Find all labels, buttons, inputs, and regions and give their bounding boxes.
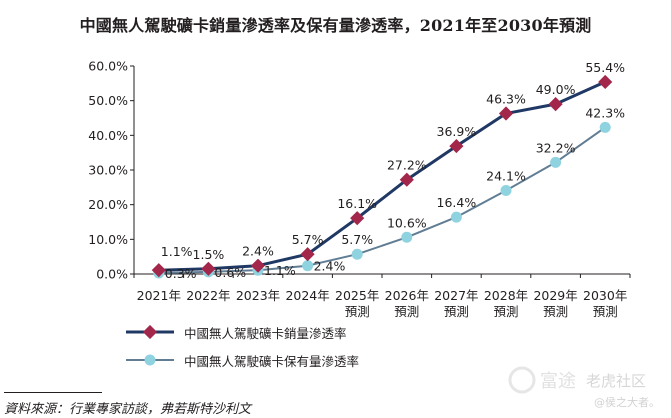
source-note: 資料來源：行業專家訪談，弗若斯特沙利文 <box>4 402 252 417</box>
x-tick-label: 2025年 <box>335 288 379 303</box>
marker-fleet <box>351 248 363 260</box>
legend-label-sales: 中國無人駕駛礦卡銷量滲透率 <box>184 325 347 341</box>
data-label-sales: 1.1% <box>161 244 193 259</box>
data-label-sales: 27.2% <box>387 158 427 173</box>
data-label-sales: 46.3% <box>486 91 526 106</box>
y-tick-label: 50.0% <box>88 93 128 108</box>
data-label-sales: 36.9% <box>437 124 477 139</box>
marker-sales <box>449 139 464 154</box>
x-tick-sublabel: 預測 <box>493 304 518 319</box>
x-tick-sublabel: 預測 <box>593 304 618 319</box>
data-label-fleet: 0.3% <box>165 266 197 281</box>
data-label-fleet: 24.1% <box>486 168 526 183</box>
x-tick-label: 2030年 <box>583 288 627 303</box>
x-tick-sublabel: 預測 <box>345 304 370 319</box>
marker-sales <box>350 211 365 226</box>
x-tick-label: 2024年 <box>285 288 329 303</box>
data-label-sales: 16.1% <box>337 196 377 211</box>
marker-sales <box>598 74 613 90</box>
watermark: 富途 老虎社区 @侯之大者。 <box>508 366 660 409</box>
marker-sales <box>201 261 216 276</box>
x-tick-label: 2021年 <box>137 288 181 303</box>
data-label-fleet: 2.4% <box>314 259 346 274</box>
data-label-sales: 1.5% <box>193 247 225 262</box>
marker-fleet <box>500 184 512 196</box>
data-label-fleet: 10.6% <box>387 215 427 230</box>
legend-item-fleet: 中國無人駕駛礦卡保有量滲透率 <box>124 346 359 374</box>
marker-sales <box>498 106 514 121</box>
series-line-fleet <box>158 126 606 274</box>
legend-label-fleet: 中國無人駕駛礦卡保有量滲透率 <box>184 353 360 369</box>
x-tick-label: 2022年 <box>186 288 230 303</box>
marker-sales <box>250 258 266 273</box>
chart-legend: 中國無人駕駛礦卡銷量滲透率 中國無人駕駛礦卡保有量滲透率 <box>124 318 359 374</box>
data-label-fleet: 16.4% <box>437 195 477 210</box>
legend-swatch-sales <box>126 325 174 339</box>
chart-axes: 0.0% 10.0% 20.0% 30.0% 40.0% 50.0% 60.0% 2021年 2… <box>88 59 631 319</box>
marker-fleet <box>550 156 562 168</box>
data-label-fleet: 0.6% <box>214 265 246 280</box>
data-label-sales: 49.0% <box>536 82 576 97</box>
chart-title: 中國無人駕駛礦卡銷量滲透率及保有量滲透率，2021年至2030年預測 <box>79 16 592 35</box>
x-tick-label: 2027年 <box>434 288 478 303</box>
marker-sales <box>548 97 563 112</box>
y-tick-label: 20.0% <box>88 197 128 212</box>
x-tick-sublabel: 預測 <box>543 304 568 319</box>
x-tick-label: 2029年 <box>533 288 577 303</box>
x-tick-label: 2026年 <box>385 288 429 303</box>
watermark-handle: @侯之大者。 <box>594 395 660 409</box>
marker-sales <box>151 263 166 278</box>
y-tick-label: 40.0% <box>88 128 128 143</box>
watermark-tag: 老虎社区 <box>586 372 646 390</box>
source-divider <box>4 392 102 393</box>
x-tick-label: 2028年 <box>484 288 528 303</box>
legend-item-sales: 中國無人駕駛礦卡銷量滲透率 <box>124 318 359 346</box>
marker-sales <box>300 247 315 262</box>
data-label-sales: 2.4% <box>242 244 274 259</box>
marker-fleet <box>599 121 611 133</box>
x-tick-label: 2023年 <box>236 288 280 303</box>
data-label-fleet: 42.3% <box>585 105 625 120</box>
marker-fleet <box>302 260 314 272</box>
data-label-fleet: 5.7% <box>341 232 373 247</box>
watermark-brand: 富途 <box>540 371 576 392</box>
x-tick-sublabel: 預測 <box>394 304 419 319</box>
data-label-sales: 5.7% <box>292 232 324 247</box>
marker-fleet <box>401 231 413 243</box>
data-label-fleet: 1.1% <box>264 263 296 278</box>
x-tick-sublabel: 預測 <box>444 304 469 319</box>
legend-swatch-fleet <box>126 354 174 366</box>
marker-sales <box>399 172 414 187</box>
futu-logo-icon <box>508 366 536 394</box>
data-label-fleet: 32.2% <box>536 140 576 155</box>
marker-fleet <box>450 211 462 223</box>
series-line-sales <box>158 80 606 272</box>
y-tick-label: 0.0% <box>96 267 128 282</box>
series-markers <box>151 74 613 279</box>
y-tick-label: 10.0% <box>88 232 128 247</box>
data-labels: 1.1% 1.5% 2.4%5.7%16.1%27.2%36.9%46.3%49.0… <box>161 60 625 281</box>
y-tick-label: 60.0% <box>88 59 128 74</box>
series-lines <box>158 80 606 274</box>
data-label-sales: 55.4% <box>585 60 625 75</box>
y-tick-label: 30.0% <box>88 163 128 178</box>
